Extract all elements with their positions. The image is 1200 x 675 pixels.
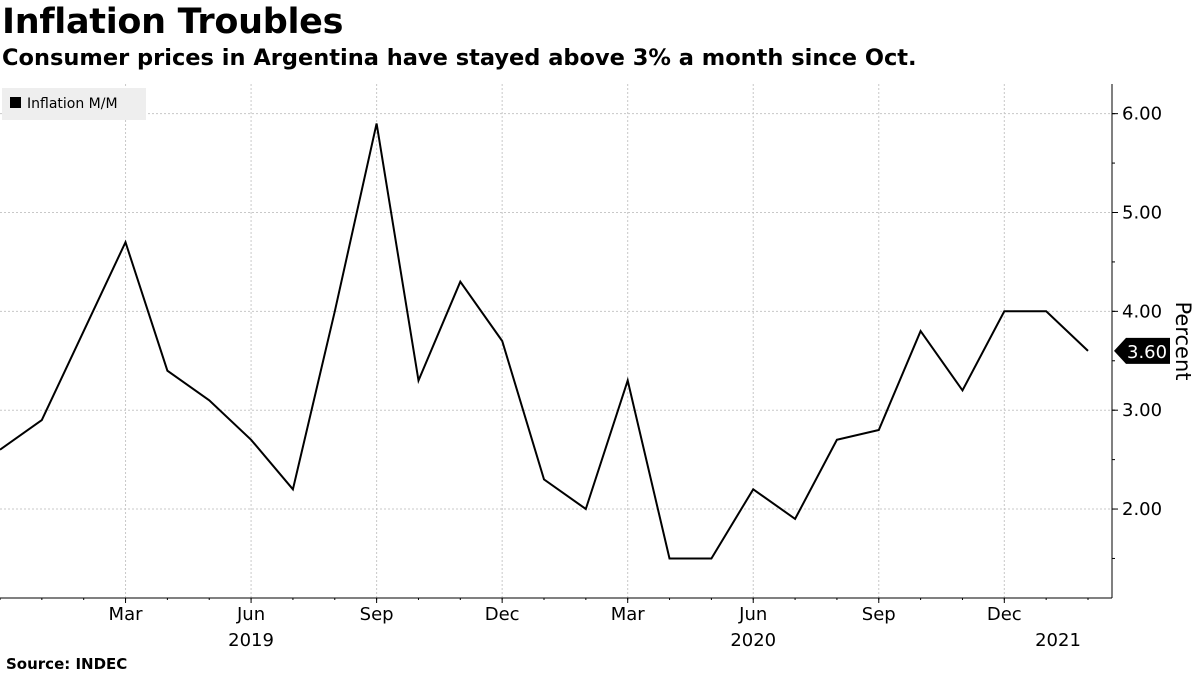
last-value-tag [1114, 337, 1170, 364]
x-tick-label: Mar [109, 604, 144, 625]
x-tick-label: Jun [236, 604, 265, 625]
x-tick-label: Sep [360, 604, 394, 625]
last-value-marker: 3.60 [1114, 337, 1170, 364]
legend-entry: Inflation M/M [27, 96, 118, 112]
chart-title: Inflation Troubles [2, 2, 344, 42]
x-tick-label: Sep [862, 604, 896, 625]
x-tick-label: Jun [738, 604, 767, 625]
chart-subtitle: Consumer prices in Argentina have stayed… [2, 45, 917, 71]
source-note: Source: INDEC [6, 655, 128, 673]
x-tick-label: Dec [987, 604, 1022, 625]
x-year-label: 2021 [1035, 630, 1081, 651]
y-tick-label: 4.00 [1122, 301, 1162, 322]
legend-swatch [10, 97, 21, 108]
y-tick-label: 3.00 [1122, 400, 1162, 421]
x-tick-label: Mar [611, 604, 646, 625]
y-tick-label: 5.00 [1122, 203, 1162, 224]
gridlines [0, 84, 1112, 598]
x-axis-ticks: Mar Jun 2019 Sep Dec Mar Jun 2020 Sep Dec 2021 [0, 598, 1089, 651]
legend-background [2, 88, 146, 120]
last-value-label: 3.60 [1127, 342, 1167, 363]
y-axis-label: Percent [1171, 301, 1195, 380]
legend: Inflation M/M [2, 88, 146, 120]
x-year-label: 2019 [228, 630, 274, 651]
series-line [0, 123, 1089, 560]
y-axis-ticks: 2.00 3.00 4.00 5.00 6.00 [1112, 104, 1162, 559]
y-tick-label: 2.00 [1122, 499, 1162, 520]
x-tick-label: Dec [485, 604, 520, 625]
series-layer [0, 123, 1089, 560]
x-year-label: 2020 [730, 630, 776, 651]
y-tick-label: 6.00 [1122, 104, 1162, 125]
